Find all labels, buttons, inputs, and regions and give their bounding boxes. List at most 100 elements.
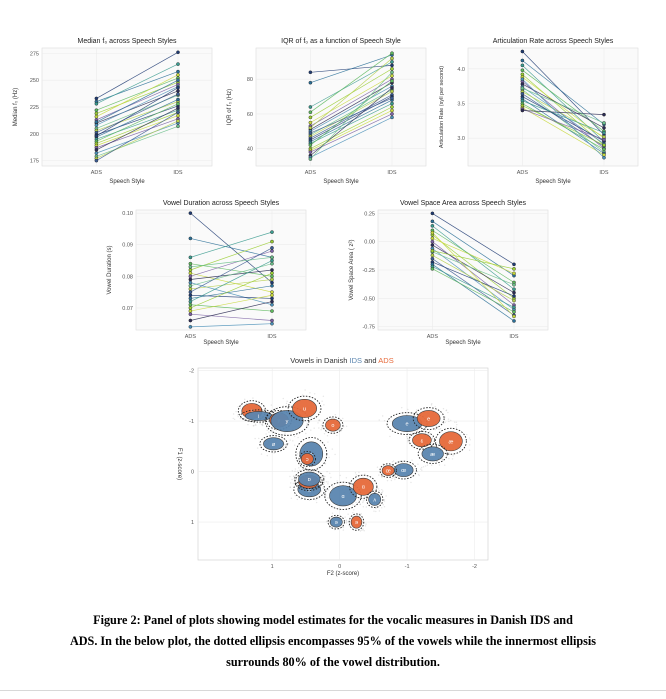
vowel-token (320, 424, 323, 426)
vowel-token (330, 516, 333, 518)
vowel-ellipse-95 (295, 437, 328, 471)
vowel-token (454, 421, 456, 423)
vowel-token (431, 437, 434, 439)
ids-point (270, 293, 274, 298)
vowel-token (455, 421, 458, 424)
vowel-token (448, 457, 450, 460)
speaker-line (190, 247, 273, 293)
vowel-token (445, 409, 448, 411)
speaker-line (522, 69, 605, 132)
vowel-token (260, 453, 263, 455)
vowel-token (284, 443, 286, 446)
ads-point (94, 101, 99, 106)
ads-point (430, 267, 435, 271)
y-tick-label: 275 (30, 51, 39, 57)
vowel-token (295, 478, 298, 481)
speaker-line (96, 99, 179, 138)
vowel-token (290, 497, 293, 499)
vowel-token (416, 429, 419, 432)
ads-point (308, 131, 313, 135)
vowel-token (427, 433, 429, 435)
vowel-token (291, 478, 293, 481)
ids-point (512, 282, 516, 287)
ids-point (176, 50, 180, 55)
ads-point (308, 150, 313, 154)
vowel-token (345, 425, 348, 427)
vowel-token (253, 424, 255, 427)
vowel-token (274, 407, 277, 410)
vowel-token (410, 481, 412, 484)
ids-point (270, 318, 274, 323)
x-tick-label: ADS (91, 170, 103, 176)
vowel-ellipse-80 (352, 477, 374, 496)
vowel-token (252, 425, 255, 427)
vowel-token (325, 428, 327, 430)
ads-point (520, 68, 525, 73)
vowel-token (327, 497, 329, 499)
vowel-ellipse-95 (417, 443, 448, 464)
speaker-line (190, 294, 273, 312)
vowel-token (325, 494, 327, 496)
vowel-token (441, 458, 443, 460)
vowel-token (426, 464, 429, 466)
ids-point (390, 105, 394, 109)
ids-point (176, 85, 180, 90)
vowel-label: e (406, 422, 409, 428)
ads-point (188, 302, 193, 307)
vowel-token (364, 496, 367, 498)
vowel-ellipse-95 (287, 395, 322, 422)
vowel-token (407, 437, 409, 440)
vowel-ellipse-95 (379, 463, 397, 478)
speaker-line (432, 244, 515, 293)
speaker-line (310, 110, 393, 151)
vowel-token (305, 424, 308, 427)
ids-point (512, 262, 516, 267)
ads-point (94, 120, 99, 124)
vowel-token (301, 394, 304, 396)
speaker-line (96, 122, 179, 154)
speaker-line (96, 112, 179, 161)
speaker-line (96, 87, 179, 137)
vowel-ellipse-80 (292, 399, 317, 418)
y-tick-label: 225 (30, 105, 39, 111)
ids-point (176, 73, 180, 77)
speaker-line (432, 261, 515, 297)
vowel-token (297, 436, 299, 439)
vowel-token (359, 530, 362, 532)
x-tick-label: 0 (338, 564, 341, 570)
y-axis-label: Articulation Rate (syll per second) (439, 66, 445, 148)
speaker-line (96, 101, 179, 131)
vowel-ellipse-80 (329, 485, 357, 507)
vowel-ellipse-80 (381, 465, 395, 476)
vowel-ellipse-95 (349, 474, 378, 499)
vowel-token (323, 482, 325, 484)
speaker-line (190, 301, 273, 321)
vowel-label: æ (430, 452, 435, 458)
vowel-token (294, 444, 296, 446)
vowel-token (327, 489, 330, 491)
speaker-line (522, 76, 605, 139)
ads-point (188, 211, 193, 215)
x-tick-label: ADS (185, 334, 197, 340)
vowel-label: æ (448, 439, 453, 445)
vowel-token (281, 448, 283, 450)
iqr-f0-chart: IQR of f₀ as a function of Speech Style … (227, 38, 427, 185)
vowel-token (334, 453, 336, 456)
speaker-line (96, 84, 179, 121)
vowel-token (325, 481, 327, 483)
speaker-line (310, 98, 393, 134)
speaker-line (310, 85, 393, 132)
speaker-line (522, 105, 605, 146)
vowel-token (350, 482, 352, 485)
vowel-token (459, 447, 461, 450)
ids-point (270, 290, 274, 294)
vowel-token (299, 469, 301, 472)
speaker-line (310, 54, 393, 84)
ads-point (308, 157, 313, 161)
ads-point (308, 126, 313, 130)
chart-title: Median f₀ across Speech Styles (77, 38, 177, 45)
ids-point (512, 298, 516, 303)
vowel-token (420, 466, 423, 469)
vowel-token (258, 437, 260, 440)
vowel-token (363, 499, 365, 501)
